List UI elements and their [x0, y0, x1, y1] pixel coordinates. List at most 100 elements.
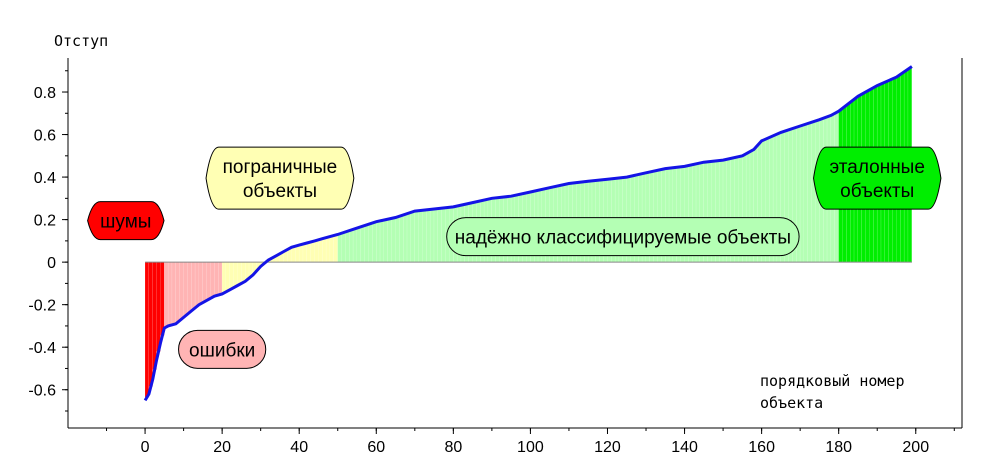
region-fill-2 — [222, 235, 338, 293]
region-bar — [407, 213, 411, 263]
region-bar — [306, 242, 311, 263]
x-tick-label: 140 — [671, 439, 698, 456]
region-bar — [249, 262, 253, 277]
region-bar — [368, 223, 373, 263]
region-bar — [341, 232, 346, 263]
y-tick-label: 0.4 — [34, 170, 56, 187]
region-bar — [291, 246, 296, 263]
label-text: эталонные — [830, 157, 925, 178]
region-bar — [287, 248, 292, 263]
region-bar — [387, 218, 392, 263]
region-bar — [738, 156, 743, 263]
region-bar — [295, 245, 300, 263]
region-bar — [715, 160, 720, 263]
region-bar — [676, 167, 681, 263]
region-bar — [349, 230, 354, 263]
region-bar — [214, 262, 219, 296]
region-bar — [784, 130, 789, 263]
axes: -0.6 -0.4 -0.2 0 0.2 0.4 0.6 0.8 0 20 40 60 80 100 120… — [28, 58, 963, 456]
region-bar — [730, 157, 735, 263]
region-bar — [422, 210, 427, 263]
region-bar — [210, 262, 215, 298]
region-bar — [152, 262, 157, 370]
region-bar — [276, 254, 280, 263]
y-axis-title: Отступ — [54, 32, 108, 50]
region-bar — [156, 262, 161, 352]
region-bar — [711, 161, 716, 263]
region-bar — [441, 207, 446, 263]
region-labels: шумы ошибки пограничные объекты надёжно клас… — [87, 146, 942, 369]
region-bar — [179, 262, 184, 320]
region-bar — [160, 262, 165, 336]
x-tick-label: 100 — [517, 439, 544, 456]
region-bar — [172, 262, 176, 325]
region-bar — [696, 163, 700, 263]
region-bar — [310, 241, 315, 263]
region-bar — [383, 219, 388, 263]
region-bar — [426, 209, 431, 263]
region-bar — [225, 262, 230, 291]
region-bar — [222, 262, 226, 293]
region-bar — [726, 158, 731, 263]
y-tick-label: -0.6 — [28, 383, 56, 400]
region-bar — [241, 262, 246, 283]
region-bar — [777, 133, 781, 263]
region-bar — [353, 228, 358, 263]
label-text: объекты — [840, 181, 914, 202]
region-bar — [299, 244, 304, 263]
label-box — [178, 329, 267, 369]
margin-line — [143, 65, 913, 402]
label-box — [813, 146, 942, 210]
region-bar — [345, 231, 350, 263]
region-bar — [337, 233, 342, 263]
region-bar — [811, 121, 816, 263]
region-bar — [410, 211, 415, 263]
y-tick-label: -0.4 — [28, 340, 56, 357]
region-bar — [665, 168, 670, 263]
region-bar — [792, 127, 797, 263]
region-bar — [773, 134, 778, 263]
region-bar — [303, 243, 307, 263]
region-bar — [360, 226, 365, 263]
region-fill-1 — [164, 262, 223, 327]
region-bar — [283, 250, 288, 263]
y-tick-label: -0.2 — [28, 298, 56, 315]
region-bar — [333, 235, 338, 263]
region-bar — [719, 160, 724, 263]
region-bar — [372, 222, 377, 263]
region-bar — [657, 169, 662, 263]
region-bar — [330, 236, 334, 263]
region-bar — [376, 221, 381, 263]
region-bar — [649, 171, 654, 263]
region-label-3: надёжно классифицируемые объекты — [446, 217, 800, 257]
region-bar — [164, 262, 169, 327]
region-label-4: эталонные объекты — [813, 146, 942, 210]
y-tick-label: 0.6 — [34, 128, 56, 145]
x-axis-title-line2: объекта — [760, 394, 823, 412]
region-bar — [807, 122, 812, 263]
region-bar — [202, 262, 207, 302]
region-bar — [437, 208, 442, 263]
region-bar — [318, 239, 323, 263]
region-bar — [314, 240, 319, 263]
region-bar — [780, 131, 785, 263]
region-bar — [430, 209, 435, 263]
x-tick-label: 160 — [748, 439, 775, 456]
region-bar — [322, 238, 327, 263]
region-bar — [148, 262, 153, 387]
region-label-1: ошибки — [178, 329, 267, 369]
region-bar — [788, 129, 793, 263]
region-bar — [661, 169, 666, 263]
region-bar — [279, 252, 284, 263]
region-bar — [703, 161, 708, 263]
label-text: надёжно классифицируемые объекты — [455, 228, 791, 249]
region-bar — [434, 208, 438, 263]
region-bar — [757, 143, 762, 263]
region-label-2: пограничные объекты — [205, 146, 355, 210]
region-bar — [272, 256, 277, 263]
x-tick-label: 20 — [213, 439, 231, 456]
region-bar — [399, 215, 404, 263]
region-bar — [391, 217, 396, 263]
label-text: ошибки — [189, 340, 255, 361]
region-bar — [804, 124, 808, 263]
